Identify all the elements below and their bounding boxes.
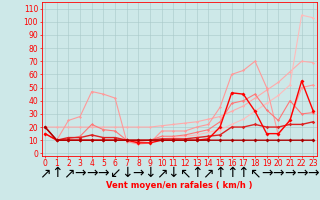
X-axis label: Vent moyen/en rafales ( km/h ): Vent moyen/en rafales ( km/h ) <box>106 181 252 190</box>
